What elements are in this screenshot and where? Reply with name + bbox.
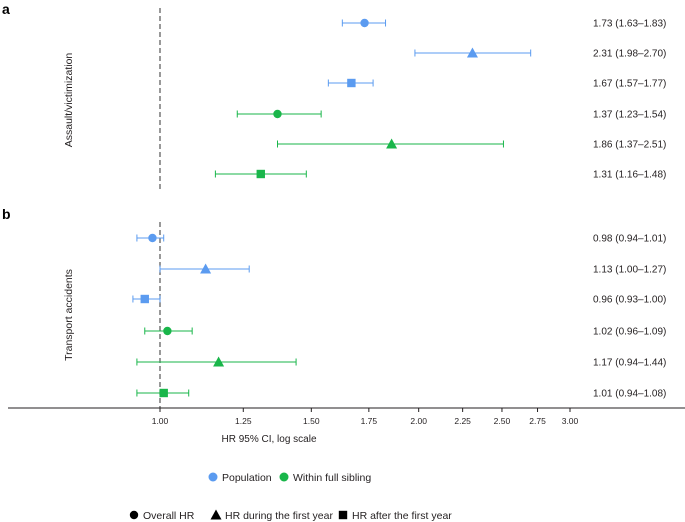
x-tick-label: 3.00 [562, 416, 579, 426]
point-estimate-marker [273, 109, 282, 119]
x-tick-label: 1.75 [361, 416, 378, 426]
hr-ci-label: 1.67 (1.57–1.77) [593, 79, 666, 90]
legend-label: Within full sibling [293, 472, 371, 484]
panel-b-ylabel: Transport accidents [63, 269, 75, 361]
hr-ci-label: 1.13 (1.00–1.27) [593, 265, 666, 276]
x-tick-label: 1.25 [235, 416, 252, 426]
forest-row-b-2 [132, 294, 161, 304]
point-estimate-marker [466, 47, 478, 58]
legend-triangle-icon [210, 509, 222, 520]
hr-ci-label: 1.02 (0.96–1.09) [593, 327, 666, 338]
forest-row-a-5 [214, 169, 307, 179]
panel-letter-b: b [2, 206, 11, 222]
forest-row-a-1 [414, 47, 532, 58]
hr-ci-label: 1.37 (1.23–1.54) [593, 110, 666, 121]
legend-marker-within-full-sibling [279, 472, 289, 482]
x-tick-label: 1.50 [303, 416, 320, 426]
hr-ci-label: 1.01 (0.94–1.08) [593, 389, 666, 400]
hr-ci-label: 1.17 (0.94–1.44) [593, 358, 666, 369]
forest-row-b-4 [136, 356, 297, 367]
point-estimate-marker [140, 294, 149, 304]
forest-row-b-3 [144, 326, 193, 336]
point-estimate-marker [360, 18, 369, 28]
panel-letter-a: a [2, 1, 10, 17]
point-estimate-marker [386, 138, 398, 149]
hr-ci-label: 0.98 (0.94–1.01) [593, 234, 666, 245]
forest-row-a-2 [327, 78, 374, 88]
x-axis-title: HR 95% CI, log scale [221, 434, 316, 445]
x-tick-label: 2.00 [410, 416, 427, 426]
legend-estimates: Overall HR HR during the first year HR aft… [129, 509, 452, 522]
hr-ci-label: 1.73 (1.63–1.83) [593, 19, 666, 30]
hr-ci-label: 1.31 (1.16–1.48) [593, 170, 666, 181]
x-tick-label: 2.75 [529, 416, 546, 426]
point-estimate-marker [159, 388, 168, 398]
legend-marker-population [208, 472, 218, 482]
x-tick-label: 2.50 [494, 416, 511, 426]
legend-square-icon [338, 510, 348, 520]
forest-row-b-0 [136, 233, 165, 243]
hr-ci-label: 2.31 (1.98–2.70) [593, 49, 666, 60]
legend-label: Overall HR [143, 510, 195, 522]
legend-label: HR during the first year [225, 510, 333, 522]
forest-row-a-3 [236, 109, 322, 119]
hr-ci-label: 0.96 (0.93–1.00) [593, 295, 666, 306]
point-estimate-marker [213, 356, 225, 367]
point-estimate-marker [148, 233, 157, 243]
hr-ci-label: 1.86 (1.37–2.51) [593, 140, 666, 151]
point-estimate-marker [200, 263, 212, 274]
legend-circle-icon [129, 510, 139, 520]
point-estimate-marker [256, 169, 265, 179]
legend-label: Population [222, 472, 272, 484]
x-tick-label: 2.25 [454, 416, 471, 426]
forest-row-a-0 [341, 18, 387, 28]
point-estimate-marker [347, 78, 356, 88]
legend-label: HR after the first year [352, 510, 452, 522]
forest-row-a-4 [276, 138, 504, 149]
forest-row-b-5 [136, 388, 190, 398]
point-estimate-marker [163, 326, 172, 336]
panel-a-ylabel: Assault/victimization [63, 53, 75, 148]
forest-row-b-1 [159, 263, 250, 274]
legend-groups: Population Within full sibling [208, 472, 371, 484]
x-tick-label: 1.00 [152, 416, 169, 426]
